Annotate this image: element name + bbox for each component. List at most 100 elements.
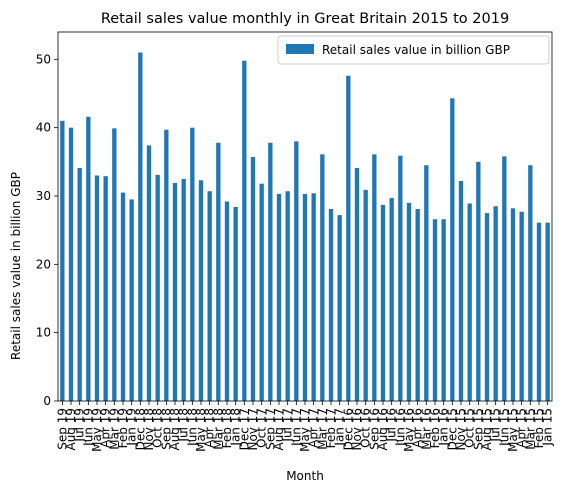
x-tick-label: Nov 18 [142,408,156,451]
x-tick-label: Apr 19 [99,408,113,448]
bar [103,176,108,401]
bar [181,178,186,401]
bar [164,129,169,401]
y-tick-label: 0 [43,394,51,408]
x-tick-label: Sep 19 [55,408,69,450]
x-tick-label: Feb 19 [116,408,130,448]
bar [389,198,394,401]
x-tick-label: Jul 17 [281,408,295,443]
bar [337,215,342,401]
y-tick-label: 30 [36,189,51,203]
bar [467,203,472,401]
bar [346,75,351,401]
x-tick-label: Nov 16 [350,408,364,451]
bar [519,211,524,401]
x-tick-label: Aug 18 [168,408,182,451]
legend-frame [277,35,550,65]
bar [276,193,282,401]
bar [528,165,533,401]
x-tick-label: Sep 18 [159,408,173,450]
y-tick-label: 10 [36,326,51,340]
bar [372,154,377,401]
bar [285,191,290,401]
bar [77,167,82,401]
bar [441,219,446,401]
x-axis-label: Month [286,469,324,483]
legend-label: Retail sales value in billion GBP [322,43,510,57]
bar [432,219,438,401]
x-tick-label: Nov 17 [246,408,260,451]
x-tick-label: May 16 [402,408,416,452]
x-tick-label: Mar 19 [107,408,121,450]
bar [363,189,368,401]
x-tick-label: Dec 17 [237,408,251,450]
x-tick-label: Apr 16 [411,408,425,448]
x-tick-label: Jan 16 [437,408,451,447]
x-tick-label: Apr 18 [203,408,217,448]
bar [294,141,299,401]
x-tick-label: Oct 16 [359,408,373,448]
bar [172,183,178,401]
bar [120,192,126,401]
bar [68,127,74,402]
x-tick-label: Aug 17 [272,408,286,451]
x-tick-label: Mar 18 [211,408,225,450]
bar [60,120,65,401]
x-tick-label: Oct 18 [151,408,165,448]
x-tick-label: Jun 18 [185,408,199,447]
bar [259,183,264,401]
x-tick-label: Jul 16 [385,408,399,443]
x-tick-label: Jan 15 [541,408,555,447]
x-tick-label: Aug 15 [480,408,494,451]
bar [424,165,429,401]
bar [354,167,360,401]
x-tick-label: Sep 17 [263,408,277,450]
bar [268,142,273,401]
x-tick-label: Mar 15 [523,408,537,450]
x-tick-label: Jan 18 [229,408,243,447]
bar [233,206,238,401]
bar [190,127,195,402]
x-tick-label: Apr 15 [515,408,529,448]
x-tick-label: Jul 15 [489,408,503,443]
bar [380,204,386,401]
x-tick-label: Sep 16 [367,408,381,450]
bar [406,202,412,401]
bar [224,201,230,401]
x-tick-label: May 15 [506,408,520,452]
bar [484,213,490,401]
bar [536,222,542,401]
legend-swatch [286,44,314,54]
bar [216,142,221,401]
bar [146,145,152,401]
x-tick-label: Jun 17 [289,408,303,447]
y-tick-label: 20 [36,257,51,271]
x-tick-label: Jun 15 [497,408,511,447]
x-tick-label: Jan 17 [333,408,347,447]
bar [94,175,100,401]
x-tick-label: May 17 [298,408,312,452]
x-tick-label: Jul 18 [177,408,191,443]
x-tick-label: Dec 18 [133,408,147,450]
bar [320,154,325,401]
x-tick-label: Feb 18 [220,408,234,448]
x-tick-label: Aug 19 [64,408,78,451]
bar [207,191,212,401]
bar [86,116,91,401]
bar [250,157,256,401]
x-tick-label: Jun 16 [393,408,407,447]
y-tick-label: 40 [36,121,51,135]
bar [328,208,334,401]
y-tick-label: 50 [36,52,51,66]
x-tick-label: Nov 15 [454,408,468,451]
x-tick-label: Aug 16 [376,408,390,451]
x-tick-label: Mar 16 [419,408,433,450]
bar [112,128,117,401]
x-tick-label: Feb 16 [428,408,442,448]
x-tick-label: Apr 17 [307,408,321,448]
bar [450,98,455,401]
bar [493,206,498,401]
